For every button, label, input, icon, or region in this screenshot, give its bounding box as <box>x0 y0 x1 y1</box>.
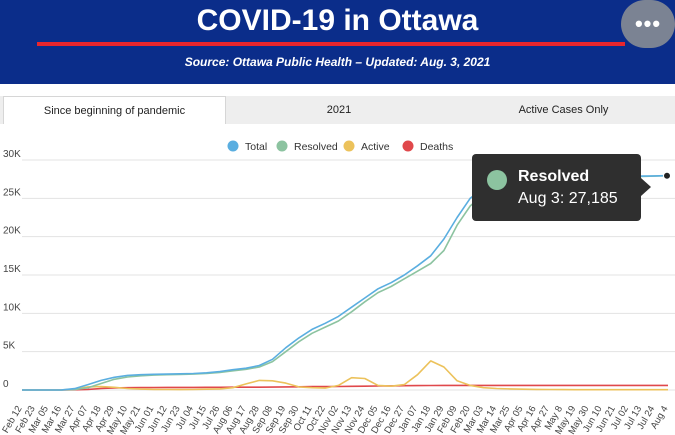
legend-label-active: Active <box>361 141 390 153</box>
legend-label-total: Total <box>245 141 267 153</box>
tooltip-series-name: Resolved <box>518 168 590 185</box>
series-line-active <box>22 360 668 391</box>
legend-marker-active <box>343 140 355 152</box>
tab-2021[interactable]: 2021 <box>326 104 352 116</box>
legend-label-resolved: Resolved <box>294 141 338 153</box>
tooltip-arrow <box>641 178 651 196</box>
page-subtitle: Source: Ottawa Public Health – Updated: … <box>184 55 491 69</box>
more-horizontal-icon: ••• <box>634 11 662 36</box>
tab-bar: Since beginning of pandemic 2021 Active … <box>0 96 675 124</box>
hover-point-marker <box>663 171 671 180</box>
page-title: COVID-19 in Ottawa <box>196 4 479 37</box>
y-tick-label: 15K <box>3 264 21 275</box>
legend-marker-total <box>227 140 239 152</box>
tab-since-beginning[interactable]: Since beginning of pandemic <box>3 96 226 124</box>
tooltip-value: Aug 3: 27,185 <box>518 190 618 207</box>
chart-tooltip: Resolved Aug 3: 27,185 <box>472 154 641 221</box>
y-tick-label: 30K <box>3 149 21 160</box>
y-tick-label: 5K <box>3 341 16 352</box>
tab-active-cases-only[interactable]: Active Cases Only <box>518 104 609 116</box>
dashboard-header: COVID-19 in Ottawa Source: Ottawa Public… <box>0 0 675 84</box>
y-tick-label: 20K <box>3 226 21 237</box>
y-tick-label: 10K <box>3 302 21 313</box>
legend-marker-deaths <box>402 140 414 152</box>
title-underline <box>37 42 625 46</box>
y-tick-label: 25K <box>3 187 21 198</box>
legend-marker-resolved <box>276 140 288 152</box>
legend-label-deaths: Deaths <box>420 141 453 153</box>
y-tick-label: 0 <box>3 379 9 390</box>
tooltip-series-dot <box>487 170 507 190</box>
more-options-button[interactable]: ••• <box>621 0 675 48</box>
series-line-deaths <box>22 384 668 391</box>
